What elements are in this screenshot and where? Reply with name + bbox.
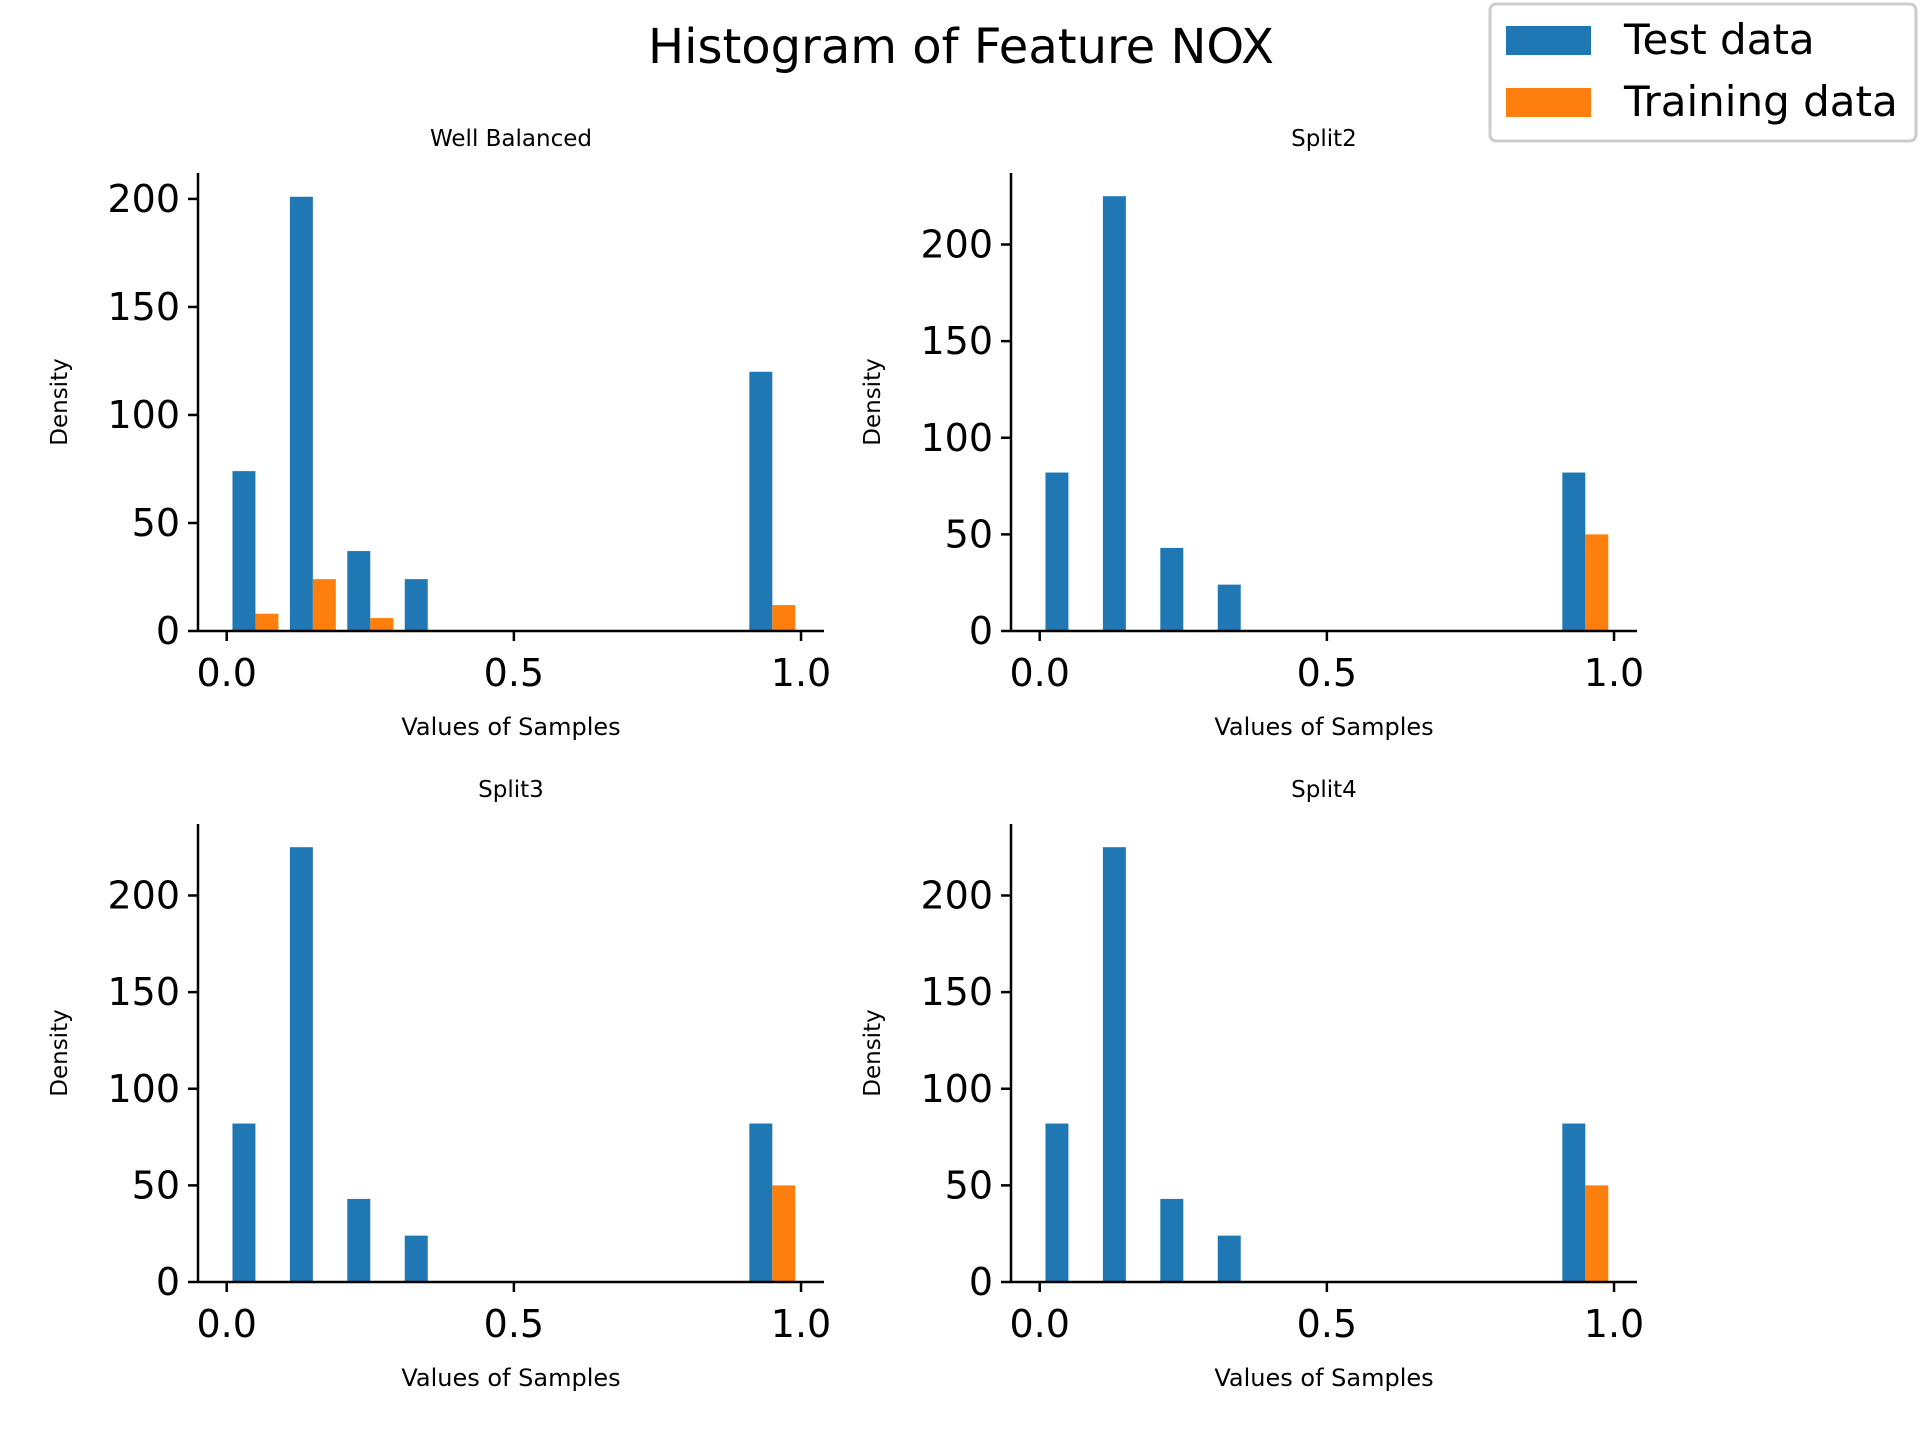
x-tick-label: 1.0 xyxy=(1584,1302,1644,1346)
legend-frame xyxy=(1488,2,1918,143)
bar-test-data-5 xyxy=(749,1123,773,1282)
legend-swatch-training-data xyxy=(1506,88,1591,117)
bar-test-data-5 xyxy=(749,371,773,631)
panel-2: 0 50 100 150 200 0.0 0.5 1.0 Split2 Values of Sam… xyxy=(860,126,1644,741)
x-axis-label: Values of Samples xyxy=(401,713,620,741)
panel-title: Well Balanced xyxy=(430,126,592,152)
y-axis-label: Density xyxy=(47,1009,73,1096)
y-tick-label: 200 xyxy=(920,223,993,267)
y-tick-label: 50 xyxy=(945,512,993,556)
bar-test-data-2 xyxy=(289,847,313,1282)
y-tick-label: 150 xyxy=(920,970,993,1014)
x-axis-label: Values of Samples xyxy=(1214,1364,1433,1392)
bar-training-data-2 xyxy=(312,579,336,631)
bar-training-data-3 xyxy=(370,618,394,631)
bar-test-data-3 xyxy=(1160,547,1184,631)
y-tick-label: 150 xyxy=(107,970,180,1014)
bar-test-data-4 xyxy=(404,579,428,631)
y-tick-label: 150 xyxy=(107,285,180,329)
bar-test-data-5 xyxy=(1562,1123,1586,1282)
bar-training-data-1 xyxy=(255,613,279,631)
panel-title: Split3 xyxy=(478,777,544,803)
legend: Test data Training data xyxy=(1488,2,1918,143)
bar-test-data-2 xyxy=(1102,847,1126,1282)
x-tick-label: 0.5 xyxy=(484,1302,544,1346)
y-tick-label: 100 xyxy=(107,393,180,437)
legend-swatch-test-data xyxy=(1506,26,1591,55)
x-tick-label: 1.0 xyxy=(771,651,831,695)
x-tick-label: 1.0 xyxy=(1584,651,1644,695)
panel-1: 0 50 100 150 200 0.0 0.5 1.0 Well Balanced Values… xyxy=(47,126,831,741)
y-tick-label: 200 xyxy=(107,874,180,918)
x-tick-label: 0.5 xyxy=(484,651,544,695)
y-tick-label: 0 xyxy=(156,1260,180,1304)
bar-test-data-4 xyxy=(404,1235,428,1282)
panel-4: 0 50 100 150 200 0.0 0.5 1.0 Split4 Values of Sam… xyxy=(860,777,1644,1392)
x-tick-label: 0.5 xyxy=(1297,651,1357,695)
x-tick-label: 0.0 xyxy=(196,651,256,695)
bar-test-data-3 xyxy=(347,1198,371,1282)
bar-test-data-5 xyxy=(1562,472,1586,631)
x-tick-label: 0.0 xyxy=(1009,651,1069,695)
x-tick-label: 0.0 xyxy=(1009,1302,1069,1346)
bar-test-data-4 xyxy=(1217,1235,1241,1282)
bar-test-data-1 xyxy=(232,1123,256,1282)
y-tick-label: 100 xyxy=(920,416,993,460)
y-tick-label: 0 xyxy=(969,609,993,653)
x-tick-label: 0.0 xyxy=(196,1302,256,1346)
y-tick-label: 150 xyxy=(920,319,993,363)
bar-test-data-3 xyxy=(347,551,371,631)
legend-label-training-data: Training data xyxy=(1623,77,1898,126)
panel-title: Split4 xyxy=(1291,777,1357,803)
y-axis-label: Density xyxy=(860,1009,886,1096)
panel-title: Split2 xyxy=(1291,126,1357,152)
figure-title: Histogram of Feature NOX xyxy=(648,19,1274,75)
bar-test-data-2 xyxy=(289,196,313,631)
bar-test-data-3 xyxy=(1160,1198,1184,1282)
y-tick-label: 200 xyxy=(107,177,180,221)
y-axis-label: Density xyxy=(860,358,886,445)
bar-test-data-1 xyxy=(232,471,256,631)
y-axis-label: Density xyxy=(47,358,73,445)
x-tick-label: 0.5 xyxy=(1297,1302,1357,1346)
bar-test-data-4 xyxy=(1217,584,1241,631)
bar-test-data-1 xyxy=(1045,1123,1069,1282)
bar-training-data-5 xyxy=(1585,1185,1609,1282)
y-tick-label: 50 xyxy=(945,1163,993,1207)
bar-training-data-5 xyxy=(772,1185,796,1282)
y-tick-label: 200 xyxy=(920,874,993,918)
bar-training-data-5 xyxy=(1585,534,1609,631)
panel-3: 0 50 100 150 200 0.0 0.5 1.0 Split3 Values of Sam… xyxy=(47,777,831,1392)
bar-training-data-5 xyxy=(772,605,796,631)
y-tick-label: 50 xyxy=(132,1163,180,1207)
y-tick-label: 0 xyxy=(156,609,180,653)
y-tick-label: 100 xyxy=(107,1067,180,1111)
bar-test-data-1 xyxy=(1045,472,1069,631)
x-axis-label: Values of Samples xyxy=(1214,713,1433,741)
y-tick-label: 0 xyxy=(969,1260,993,1304)
y-tick-label: 100 xyxy=(920,1067,993,1111)
bar-test-data-2 xyxy=(1102,196,1126,631)
x-tick-label: 1.0 xyxy=(771,1302,831,1346)
y-tick-label: 50 xyxy=(132,501,180,545)
legend-label-test-data: Test data xyxy=(1623,15,1815,64)
x-axis-label: Values of Samples xyxy=(401,1364,620,1392)
